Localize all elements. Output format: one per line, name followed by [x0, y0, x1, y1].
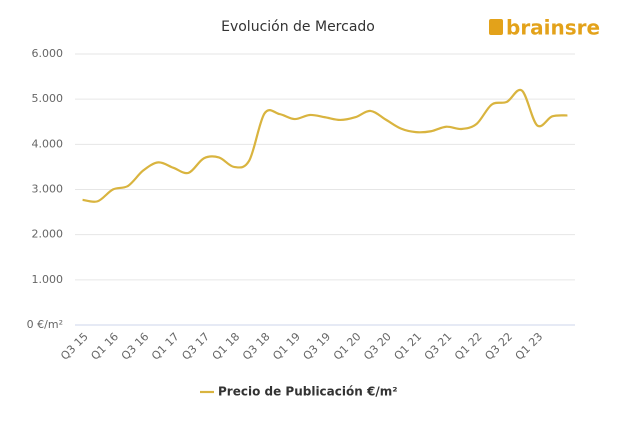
x-tick-label: Q1 19: [270, 330, 303, 363]
chart-title: Evolución de Mercado: [221, 19, 375, 35]
x-tick-label: Q1 17: [149, 330, 182, 363]
y-tick-label: 6.000: [32, 47, 64, 60]
x-tick-label: Q3 19: [301, 330, 334, 363]
x-tick-label: Q3 17: [179, 330, 212, 363]
y-tick-label: 1.000: [32, 273, 64, 286]
x-tick-label: Q1 20: [331, 330, 364, 363]
x-tick-label: Q1 21: [392, 330, 425, 363]
y-tick-label: 3.000: [32, 183, 64, 196]
x-tick-label: Q3 20: [361, 330, 394, 363]
x-tick-label: Q3 21: [422, 330, 455, 363]
x-tick-label: Q1 23: [513, 330, 546, 363]
y-tick-label: 2.000: [32, 228, 64, 241]
x-tick-label: Q3 15: [58, 330, 91, 363]
x-tick-label: Q1 18: [210, 330, 243, 363]
y-tick-label: 5.000: [32, 92, 64, 105]
y-tick-label: 0 €/m²: [27, 318, 63, 331]
x-tick-label: Q3 16: [119, 330, 152, 363]
x-tick-label: Q1 22: [452, 330, 485, 363]
y-tick-label: 4.000: [32, 137, 64, 150]
legend-label: Precio de Publicación €/m²: [218, 385, 397, 399]
logo: brainsre: [506, 16, 600, 40]
line: [82, 88, 568, 203]
logo-icon: [489, 19, 503, 35]
x-tick-label: Q1 16: [88, 330, 121, 363]
x-tick-label: Q3 18: [240, 330, 273, 363]
x-tick-label: Q3 22: [482, 330, 515, 363]
